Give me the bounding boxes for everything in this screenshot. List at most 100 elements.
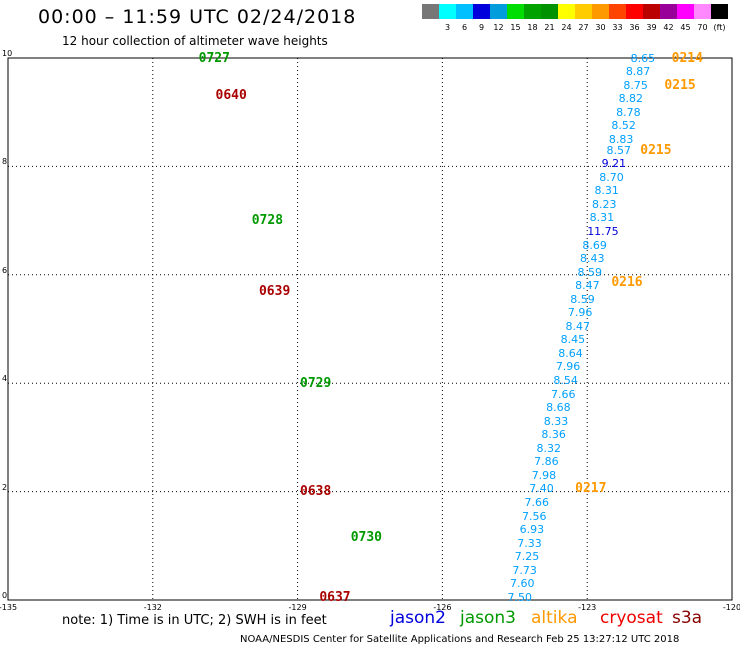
x-tick-label: -129 — [288, 603, 307, 612]
legend-swatch — [677, 4, 694, 19]
swh-observation: 8.82 — [618, 92, 644, 106]
y-tick-label: 2 — [2, 482, 8, 492]
legend-swatch — [643, 4, 660, 19]
swh-observation: 7.33 — [517, 536, 542, 550]
swh-observation: 8.54 — [553, 374, 578, 388]
legend-label: 39 — [646, 23, 657, 32]
legend-label: 42 — [663, 23, 674, 32]
pass-label: 0640 — [215, 88, 247, 104]
swh-observation: 6.93 — [519, 523, 545, 537]
swh-observation: 8.52 — [611, 119, 636, 133]
legend-swatch — [507, 4, 524, 19]
legend-label: 33 — [612, 23, 623, 32]
legend-swatch — [609, 4, 626, 19]
swh-observation: 8.31 — [594, 184, 619, 198]
y-tick-label: 0 — [2, 591, 8, 600]
footer-credit: NOAA/NESDIS Center for Satellite Applica… — [240, 634, 680, 645]
pass-label: 0639 — [258, 283, 291, 299]
swh-observation: 8.69 — [582, 238, 607, 252]
legend-label: 15 — [510, 23, 521, 32]
swh-observation: 7.98 — [531, 468, 557, 482]
swh-observation: 8.83 — [608, 132, 634, 146]
legend-swatch — [422, 4, 439, 19]
legend-swatch — [524, 4, 541, 19]
swh-observation: 8.23 — [592, 197, 617, 211]
swh-observation: 7.73 — [512, 563, 537, 577]
y-tick-label: 8 — [2, 157, 8, 167]
legend-label: (ft) — [713, 23, 726, 32]
y-tick-label: 4 — [2, 374, 8, 384]
x-tick-label: -126 — [433, 603, 452, 612]
x-tick-label: -135 — [0, 603, 18, 612]
pass-label: 0728 — [251, 213, 284, 229]
swh-observation: 8.32 — [536, 441, 562, 455]
legend-label: 18 — [527, 23, 538, 32]
swh-observation: 8.87 — [625, 65, 651, 79]
legend-swatch — [456, 4, 473, 19]
legend-label: 12 — [493, 23, 504, 32]
swh-observation: 8.45 — [560, 333, 586, 347]
swh-observation: 8.70 — [599, 170, 624, 184]
pass-label: 0727 — [198, 50, 230, 66]
swh-observation: 8.36 — [541, 428, 566, 442]
pass-label: 0217 — [575, 481, 607, 497]
legend-label: 24 — [561, 23, 572, 32]
x-tick-label: -132 — [143, 603, 162, 612]
swh-observation: 9.21 — [601, 157, 627, 171]
swh-observation: 7.25 — [514, 550, 540, 564]
swh-observation: 7.40 — [529, 482, 554, 496]
swh-observation: 11.75 — [587, 224, 619, 238]
legend-swatch — [490, 4, 507, 19]
mission-label: s3a — [672, 608, 703, 628]
y-tick-label: 10 — [2, 49, 13, 58]
swh-observation: 7.56 — [522, 509, 547, 523]
mission-label: jason3 — [460, 608, 516, 628]
legend-label: 36 — [629, 23, 640, 32]
swh-observation: 7.50 — [507, 590, 533, 604]
legend-swatch — [439, 4, 456, 19]
x-tick-label: -120 — [722, 603, 740, 612]
legend-label: 45 — [680, 23, 691, 32]
legend-swatch — [660, 4, 677, 19]
legend-swatch — [694, 4, 711, 19]
swh-observation: 7.66 — [551, 387, 576, 401]
legend-swatch — [711, 4, 728, 19]
map-subtitle: 12 hour collection of altimeter wave hei… — [62, 34, 328, 48]
pass-label: 0637 — [319, 589, 351, 605]
pass-label: 0215 — [640, 142, 672, 158]
legend-label: 3 — [444, 23, 451, 32]
swh-observation: 8.43 — [579, 252, 605, 266]
legend-swatch — [558, 4, 575, 19]
legend-label: 9 — [478, 23, 485, 32]
swh-observation: 7.66 — [524, 495, 549, 509]
pass-label: 0730 — [350, 530, 382, 546]
y-tick-label: 6 — [2, 265, 8, 275]
legend-label: 27 — [578, 23, 589, 32]
swh-observation: 7.60 — [509, 577, 535, 591]
legend-label: 70 — [697, 23, 708, 32]
swh-observation: 8.75 — [623, 78, 648, 92]
swh-observation: 7.96 — [555, 360, 581, 374]
swh-observation: 8.59 — [577, 265, 603, 279]
swh-observation: 8.31 — [589, 211, 615, 225]
pass-label: 0638 — [300, 484, 332, 500]
mission-label: altika — [531, 608, 578, 628]
color-scale-legend: 3 6 9 12 15 18 21 24 27 30 33 36 39 42 45 70 (ft) — [422, 4, 728, 36]
swh-observation: 8.33 — [543, 414, 569, 428]
swh-observation: 8.64 — [558, 346, 583, 360]
x-tick-label: -123 — [578, 603, 597, 612]
pass-label: 0214 — [671, 50, 703, 66]
legend-swatch — [626, 4, 643, 19]
legend-label: 30 — [595, 23, 606, 32]
swh-observation: 8.47 — [565, 319, 590, 333]
pass-label: 0215 — [664, 77, 696, 93]
swh-observation: 8.59 — [570, 292, 595, 306]
pass-label: 0216 — [611, 275, 643, 291]
legend-swatch — [473, 4, 490, 19]
legend-swatch — [592, 4, 609, 19]
pass-label: 0729 — [300, 375, 332, 391]
swh-observation: 8.57 — [606, 143, 632, 157]
swh-observation: 8.65 — [630, 51, 656, 65]
swh-observation: 8.68 — [546, 401, 571, 415]
